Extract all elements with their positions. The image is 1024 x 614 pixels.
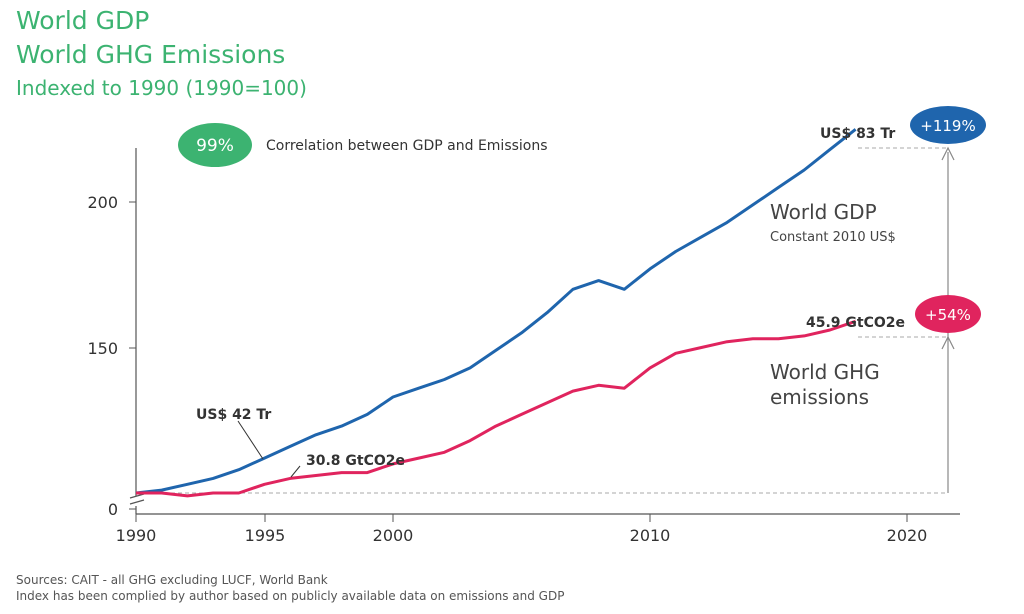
annotation-leader-gdp-start [237,420,264,460]
annotation-ghg-start: 30.8 GtCO2e [306,453,405,469]
sources-line-2: Index has been complied by author based … [16,589,565,603]
annotation-ghg-end: 45.9 GtCO2e [806,315,905,331]
gdp-change-badge-text: +119% [920,117,975,135]
correlation-badge-value: 99% [196,136,234,156]
ghg-change-badge-text: +54% [925,306,971,324]
ghg-change-badge [915,295,981,333]
ghg-arrowhead [941,335,955,350]
annotation-gdp-start: US$ 42 Tr [196,407,271,423]
series-sublabel-gdp: Constant 2010 US$ [770,230,896,245]
axis-break-mark-1 [129,493,145,499]
chart-title-line-1: World GDP [16,6,150,35]
y-tick-label-200: 200 [87,193,118,212]
gdp-arrowhead [941,146,955,161]
correlation-badge [178,123,252,167]
axis-break-mark-2 [129,499,145,505]
x-tick-label-2010: 2010 [630,526,671,545]
series-line-gdp [135,128,857,495]
sources-line-1: Sources: CAIT - all GHG excluding LUCF, … [16,573,328,587]
y-tick-label-150: 150 [87,339,118,358]
series-label-ghg: World GHG emissions [770,360,886,409]
series-line-ghg [136,319,857,498]
x-tick-label-1990: 1990 [116,526,157,545]
series-label-gdp: World GDP [770,200,877,224]
y-tick-label-0: 0 [108,500,118,519]
x-tick-label-1995: 1995 [245,526,286,545]
annotation-gdp-end: US$ 83 Tr [820,126,895,142]
x-tick-label-2020: 2020 [887,526,928,545]
series-label-ghg-line2: emissions [770,385,869,409]
annotation-leader-ghg-start [290,465,301,478]
x-tick-label-2000: 2000 [373,526,414,545]
chart-title-line-2: World GHG Emissions [16,40,286,69]
gdp-change-badge [910,106,986,144]
series-label-ghg-line1: World GHG [770,360,880,384]
chart-subtitle: Indexed to 1990 (1990=100) [16,76,307,100]
correlation-label: Correlation between GDP and Emissions [266,138,548,154]
